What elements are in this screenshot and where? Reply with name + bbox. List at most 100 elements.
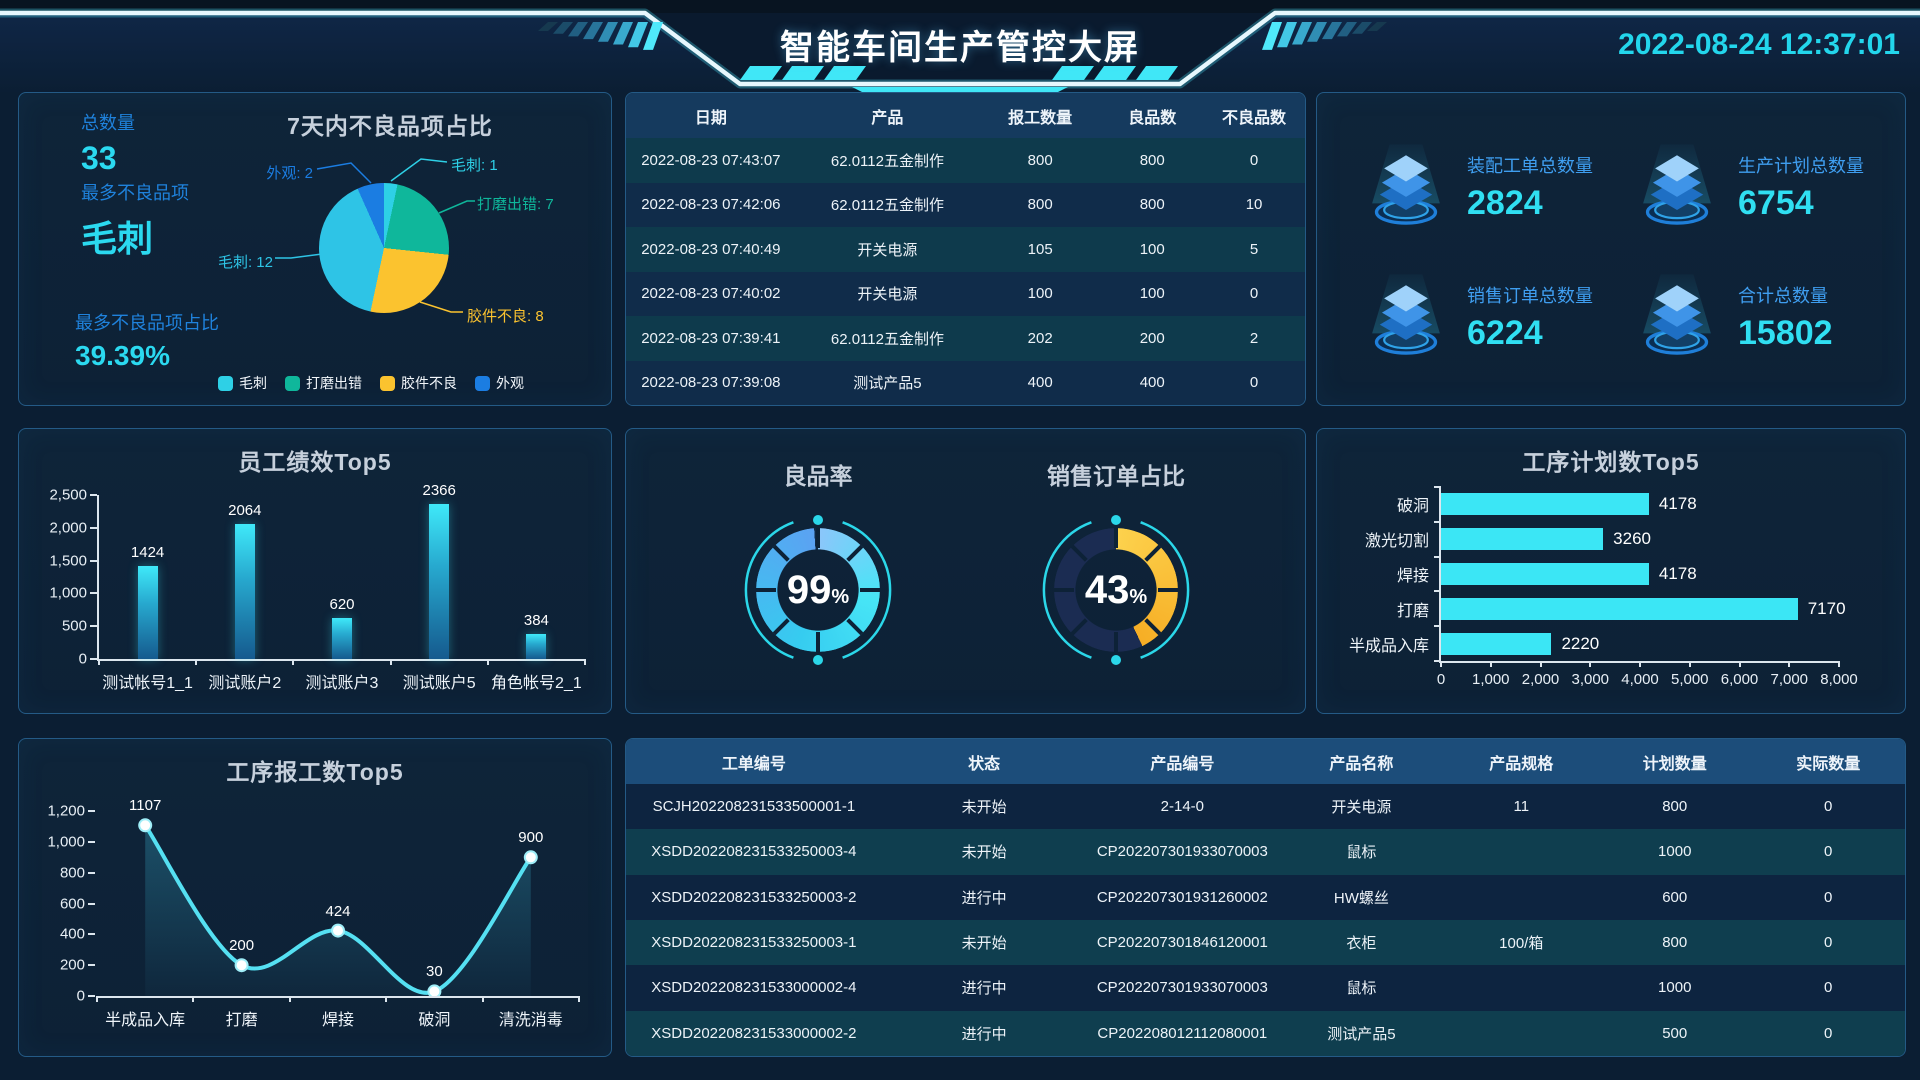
table-cell: 0 — [1824, 843, 1833, 861]
stat-total-count: 总数量 33 — [81, 109, 135, 177]
bar — [137, 565, 158, 659]
table-cell: 62.0112五金制作 — [830, 152, 944, 170]
legend-item[interactable]: 外观 — [475, 373, 524, 393]
stat-card-production-plans: 生产计划总数量 6754 — [1630, 127, 1891, 247]
card-value: 6754 — [1738, 183, 1814, 222]
column-header: 产品 — [871, 109, 904, 127]
table-cell: 2022-08-23 07:40:49 — [641, 240, 781, 258]
column-header: 状态 — [968, 755, 1001, 773]
gauge-ring: 43 % — [1041, 515, 1191, 665]
chart-legend: 毛刺 打磨出错 胶件不良 外观 — [139, 373, 603, 393]
bar-value-label: 1424 — [130, 543, 165, 561]
bar-value-label: 2064 — [228, 501, 262, 519]
table-cell: 未开始 — [961, 844, 1007, 862]
stat-top-defect: 最多不良品项 毛刺 — [81, 179, 189, 262]
table-cell: CP202207301846120001 — [1096, 934, 1268, 952]
bar — [429, 503, 450, 659]
report-records-table: 日期 产品 报工数量 良品数 不良品数 2022-08-23 07:43:07 62.011… — [626, 93, 1305, 405]
legend-label: 打磨出错 — [306, 375, 362, 391]
card-label: 装配工单总数量 — [1467, 155, 1593, 176]
point-value-label: 30 — [426, 963, 443, 981]
column-header: 日期 — [694, 109, 727, 127]
pie-label: 毛刺: 1 — [451, 157, 498, 174]
table-cell: 100 — [1139, 285, 1165, 303]
x-axis-label: 测试帐号1_1 — [102, 675, 193, 692]
table-cell: XSDD202208231533000002-4 — [651, 979, 857, 997]
x-axis-tickmark — [96, 996, 98, 1002]
table-cell: 未开始 — [961, 935, 1007, 953]
x-axis-label: 测试账户2 — [208, 675, 282, 692]
y-axis-label: 半成品入库 — [1348, 637, 1429, 655]
table-cell: XSDD202208231533250003-1 — [651, 934, 857, 952]
gauge-separator — [1114, 528, 1118, 548]
table-cell: 0 — [1824, 1024, 1833, 1042]
line-chart: 0 200 400 600 800 1,000 1,200 1107 半成品入库 200 打磨 424… — [47, 797, 580, 1029]
gauge-unit: % — [1129, 585, 1148, 608]
stat-value: 39.39% — [75, 340, 170, 371]
bar — [1441, 563, 1649, 585]
y-axis-tickmark — [88, 964, 95, 967]
x-axis-tickmark — [1440, 661, 1442, 667]
pie-label: 胶件不良: 8 — [467, 308, 544, 325]
table-cell: 5 — [1249, 240, 1259, 258]
card-label: 合计总数量 — [1738, 285, 1828, 306]
column-header: 工单编号 — [721, 755, 786, 773]
stat-label: 最多不良品项 — [81, 183, 189, 203]
stat-card-grand-total: 合计总数量 15802 — [1630, 257, 1891, 377]
bar-value-label: 620 — [329, 596, 355, 614]
table-cell: 0 — [1249, 151, 1259, 169]
table-cell: 衣柜 — [1346, 935, 1377, 953]
bar — [526, 633, 547, 659]
legend-item[interactable]: 打磨出错 — [285, 373, 362, 393]
panel-rate-gauges: 良品率 99 % 销售订单占比 — [625, 428, 1306, 714]
stat-value: 33 — [81, 140, 117, 176]
x-axis-tick: 8,000 — [1820, 671, 1858, 688]
x-axis-label: 测试账户5 — [402, 675, 476, 692]
panel-work-orders: 工单编号 状态 产品编号 产品名称 产品规格 计划数量 实际数量 SCJH2022082315… — [625, 738, 1906, 1057]
table-cell: 2 — [1249, 329, 1259, 347]
table-cell: 62.0112五金制作 — [830, 197, 944, 215]
table-cell: HW螺丝 — [1333, 889, 1389, 907]
table-cell: 800 — [1662, 798, 1688, 816]
column-header: 产品规格 — [1489, 755, 1554, 773]
table-cell: 0 — [1824, 934, 1833, 952]
table-cell: 600 — [1662, 888, 1688, 906]
table-cell: 2022-08-23 07:39:41 — [641, 329, 781, 347]
bar — [234, 523, 255, 659]
point-value-label: 900 — [518, 829, 544, 847]
table-cell: XSDD202208231533250003-4 — [651, 843, 857, 861]
gauge-title: 良品率 — [783, 463, 853, 489]
gauge-ring: 99 % — [743, 515, 893, 665]
y-axis-tick: 500 — [61, 617, 87, 635]
point-value-label: 1107 — [129, 797, 162, 815]
bar — [332, 618, 352, 659]
y-axis-label: 打磨 — [1396, 602, 1429, 620]
bar-value-label: 2366 — [422, 481, 456, 499]
y-axis-tickmark — [1434, 486, 1441, 488]
column-header: 计划数量 — [1642, 755, 1707, 773]
table-cell: 1000 — [1658, 843, 1692, 861]
column-header: 不良品数 — [1222, 109, 1287, 127]
table-cell: 400 — [1027, 374, 1053, 392]
pie-label: 外观: 2 — [266, 165, 313, 182]
table-row: XSDD202208231533250003-2 进行中 CP20220730193… — [626, 874, 1905, 920]
column-header: 报工数量 — [1008, 109, 1073, 127]
y-axis-tickmark — [88, 840, 95, 843]
x-axis-tickmark — [584, 659, 586, 665]
legend-item[interactable]: 毛刺 — [218, 373, 267, 393]
legend-item[interactable]: 胶件不良 — [380, 373, 457, 393]
x-axis-tickmark — [192, 996, 195, 1002]
table-cell: 105 — [1027, 240, 1053, 258]
table-row: 2022-08-23 07:40:02 开关电源 100 100 0 — [626, 271, 1305, 316]
y-axis-tickmark — [1434, 520, 1441, 523]
x-axis-tickmark — [1639, 661, 1641, 667]
x-axis-tick: 1,000 — [1471, 671, 1510, 688]
table-cell: CP202207301931260002 — [1096, 888, 1268, 906]
x-axis-tickmark — [1489, 661, 1492, 667]
y-axis-tick: 0 — [76, 987, 85, 1005]
bar-value-label: 7170 — [1807, 598, 1846, 618]
pie-label: 打磨出错: 7 — [477, 196, 554, 213]
panel-process-report: 工序报工数Top5 0 200 400 600 800 1,000 1,200 1107 半成品… — [18, 738, 612, 1057]
stat-card-assembly-orders: 装配工单总数量 2824 — [1359, 127, 1620, 247]
